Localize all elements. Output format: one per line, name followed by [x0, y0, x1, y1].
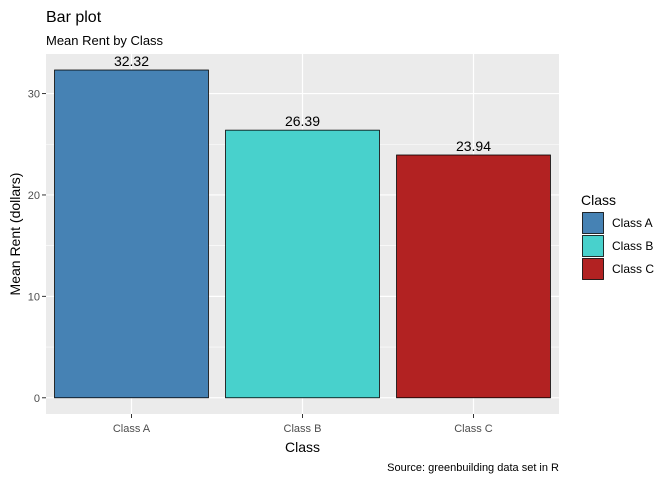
- y-tick-label: 10: [28, 291, 40, 303]
- legend-label: Class A: [612, 216, 653, 230]
- data-label: 23.94: [456, 138, 491, 154]
- legend-swatch: [582, 212, 604, 234]
- legend-label: Class B: [612, 239, 653, 253]
- chart-subtitle: Mean Rent by Class: [46, 33, 164, 48]
- x-tick-label: Class B: [284, 423, 322, 435]
- bar-class-b: [225, 129, 380, 399]
- legend-label: Class C: [612, 262, 654, 276]
- bar-class-a: [54, 69, 209, 399]
- chart-title: Bar plot: [46, 9, 102, 26]
- chart-caption: Source: greenbuilding data set in R: [387, 462, 559, 474]
- x-axis-title: Class: [285, 439, 320, 455]
- y-axis-title: Mean Rent (dollars): [7, 173, 23, 296]
- x-tick-label: Class C: [454, 423, 493, 435]
- y-tick-label: 0: [34, 393, 40, 405]
- y-axis: 0 10 20 30: [28, 89, 46, 405]
- legend-swatch: [582, 258, 604, 280]
- data-label: 26.39: [285, 113, 320, 129]
- bars: 32.32 26.39 23.94: [54, 53, 551, 399]
- legend-title: Class: [581, 192, 616, 208]
- bar-class-c: [396, 154, 551, 399]
- y-tick-label: 20: [28, 190, 40, 202]
- legend: Class Class A Class B Class C: [581, 192, 654, 280]
- y-tick-label: 30: [28, 89, 40, 101]
- data-label: 32.32: [114, 53, 149, 69]
- legend-swatch: [582, 235, 604, 257]
- x-tick-label: Class A: [113, 423, 151, 435]
- x-axis: Class A Class B Class C: [113, 414, 493, 435]
